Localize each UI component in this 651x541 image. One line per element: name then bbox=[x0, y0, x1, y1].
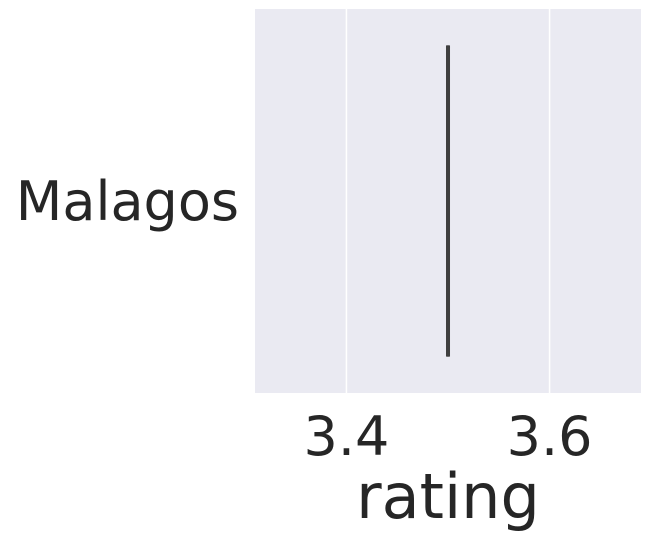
x-tick-label-0: 3.4 bbox=[303, 405, 389, 468]
grid-lines bbox=[345, 9, 551, 393]
y-tick-labels: Malagos bbox=[16, 170, 239, 233]
x-tick-labels: 3.4 3.6 bbox=[303, 405, 592, 468]
x-tick-label-1: 3.6 bbox=[507, 405, 593, 468]
x-axis-label: rating bbox=[356, 460, 540, 533]
y-tick-label-0: Malagos bbox=[16, 170, 239, 233]
